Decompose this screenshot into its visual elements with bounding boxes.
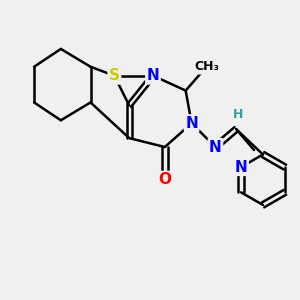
Text: N: N xyxy=(209,140,222,154)
Text: O: O xyxy=(158,172,171,187)
Text: H: H xyxy=(232,108,243,121)
Text: N: N xyxy=(147,68,159,83)
Text: N: N xyxy=(235,160,248,175)
Text: CH₃: CH₃ xyxy=(194,60,219,73)
Text: S: S xyxy=(109,68,120,83)
Text: N: N xyxy=(185,116,198,131)
